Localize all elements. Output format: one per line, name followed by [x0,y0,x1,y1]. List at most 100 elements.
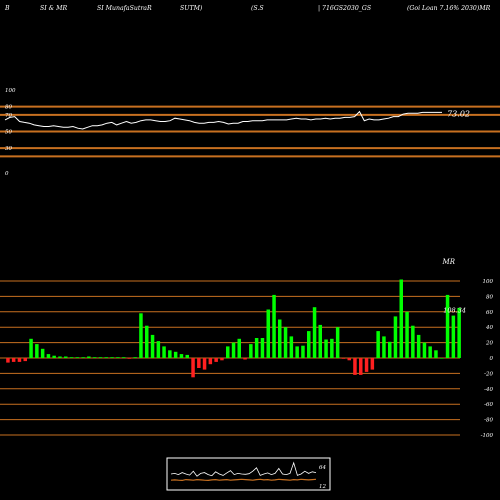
mr-tick-label: 0 [490,356,494,362]
header-col5: (S.S [251,5,264,12]
mr-bar [202,358,207,370]
mr-bar [64,356,68,358]
header-col3: SI MunafaSutraR [97,5,152,12]
rsi-tick-label: 80 [5,105,12,111]
mr-bar [208,358,213,365]
mr-bar [324,339,328,358]
rsi-last-value-label: 73.02 [447,109,470,118]
mr-bar [150,334,155,358]
mr-bar [168,350,172,358]
mr-tick-label: -60 [484,402,493,408]
mr-tick-label: 40 [485,325,493,331]
mr-tick-label: -40 [484,387,493,393]
mr-bar [29,338,33,359]
mr-tick-label: 100 [483,279,494,285]
mini-series-line [170,478,317,482]
mr-bar [220,358,224,361]
mr-bar [92,357,97,358]
mr-bar [69,357,74,358]
mr-bar [382,336,386,358]
rsi-line [4,110,442,130]
mr-tick-label: -100 [481,433,494,439]
mr-bar [411,325,415,358]
mr-bar [139,313,143,358]
mr-bar [226,346,230,358]
mr-bar [75,357,80,358]
mr-bar [127,358,132,359]
mr-bar [179,354,184,358]
mr-bar [162,346,166,358]
mr-bar [359,358,363,375]
mr-bar [6,358,10,363]
mr-bar [11,358,16,362]
mr-bar [451,315,456,358]
mr-bar [214,358,218,362]
mr-bar [457,307,461,358]
mr-tick-label: -20 [484,371,493,377]
rsi-tick-label: 0 [5,171,9,177]
mr-bar [278,319,282,358]
mr-bar [301,345,305,358]
header-col7: (Goi Loan 7.16% 2030)MR [407,5,491,12]
mr-bar [440,358,444,359]
mr-bar [318,324,322,358]
mr-bar [312,307,317,358]
mr-bar [145,325,149,358]
rsi-tick-label: 30 [5,146,12,152]
mr-bar [405,311,409,358]
mr-bar [266,309,270,358]
mr-title: MR [442,258,456,266]
mr-bar [416,334,421,358]
mr-bar [347,358,351,361]
mr-bar [428,346,432,358]
mr-tick-label: 60 [486,310,493,316]
mr-bar [399,279,403,358]
mr-bar [110,357,114,358]
mr-bar [243,358,247,360]
mr-bar [197,358,201,368]
header-col1: B [5,5,10,12]
mr-bar [87,356,91,358]
mr-bar [260,338,265,358]
mr-bar [173,351,178,358]
mr-bar [133,357,137,358]
mr-bar [422,342,427,358]
mr-bar [370,358,375,370]
mr-bar [353,358,357,375]
mr-bar [434,350,438,358]
mr-bar [249,344,253,358]
mr-bar [35,344,39,358]
rsi-tick-label: 100 [5,88,16,94]
mr-bar [46,354,51,358]
mr-bar [185,354,189,358]
header-col2: SI & MR [40,5,68,12]
mr-bar [364,358,369,372]
mr-bar [393,316,398,358]
mr-bar [330,338,334,359]
header-col6: | 716GS2030_GS [318,5,372,12]
rsi-tick-label: 50 [5,130,12,136]
mr-bar [17,358,22,362]
mr-bar [341,358,346,359]
mr-bar [237,338,241,359]
mr-bar [81,357,85,358]
mr-bar [307,331,311,358]
mr-bar [116,357,120,358]
mini-tick-label: 12 [319,484,326,490]
mr-bar [98,357,103,358]
mr-tick-label: -80 [484,418,493,424]
mr-bar [40,348,45,358]
mr-bar [388,341,392,358]
mr-bar [52,355,56,358]
mr-bar [58,356,62,358]
mr-bar [104,357,108,358]
mr-bar [445,294,450,358]
rsi-tick-label: 70 [5,113,12,119]
mini-tick-label: 64 [319,465,326,471]
mr-bar [289,336,294,358]
mr-tick-label: 80 [486,294,493,300]
mr-bar [283,327,288,358]
header-col4: SUTM) [180,5,203,12]
mr-bar [23,358,27,362]
